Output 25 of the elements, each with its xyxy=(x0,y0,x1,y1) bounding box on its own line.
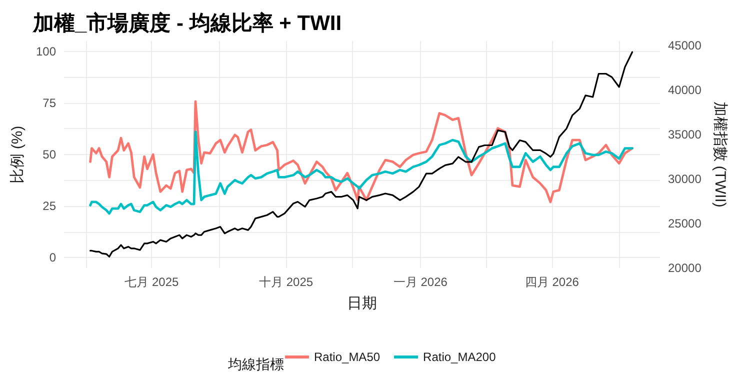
line-series xyxy=(89,100,634,204)
legend-label: Ratio_MA200 xyxy=(423,350,496,364)
y-tick-label: 0 xyxy=(49,250,56,265)
y2-axis-title: 加權指數 (TWII) xyxy=(711,102,728,208)
y2-tick-label: 40000 xyxy=(668,82,702,97)
legend-label: Ratio_MA50 xyxy=(314,350,380,364)
x-axis-title: 日期 xyxy=(347,295,377,312)
x-tick-label: 一月 2026 xyxy=(393,275,448,289)
line-series xyxy=(89,130,634,215)
chart-title: 加權_市場廣度 - 均線比率 + TWII xyxy=(32,11,342,35)
y2-tick-label: 35000 xyxy=(668,127,702,142)
y-tick-label: 25 xyxy=(42,199,56,214)
y2-tick-label: 20000 xyxy=(668,261,702,275)
line-series xyxy=(89,51,634,258)
y2-tick-label: 45000 xyxy=(668,38,702,52)
y-axis-title: 比例 (%) xyxy=(9,126,26,184)
y2-tick-label: 25000 xyxy=(668,216,702,230)
y-tick-label: 50 xyxy=(42,148,56,162)
y2-tick-label: 30000 xyxy=(668,172,702,186)
x-tick-label: 十月 2025 xyxy=(259,275,314,289)
y-tick-label: 75 xyxy=(42,96,56,110)
legend-title: 均線指標 xyxy=(227,356,284,372)
x-tick-label: 七月 2025 xyxy=(124,275,179,289)
y-tick-label: 100 xyxy=(36,44,56,58)
x-tick-label: 四月 2026 xyxy=(524,275,580,289)
